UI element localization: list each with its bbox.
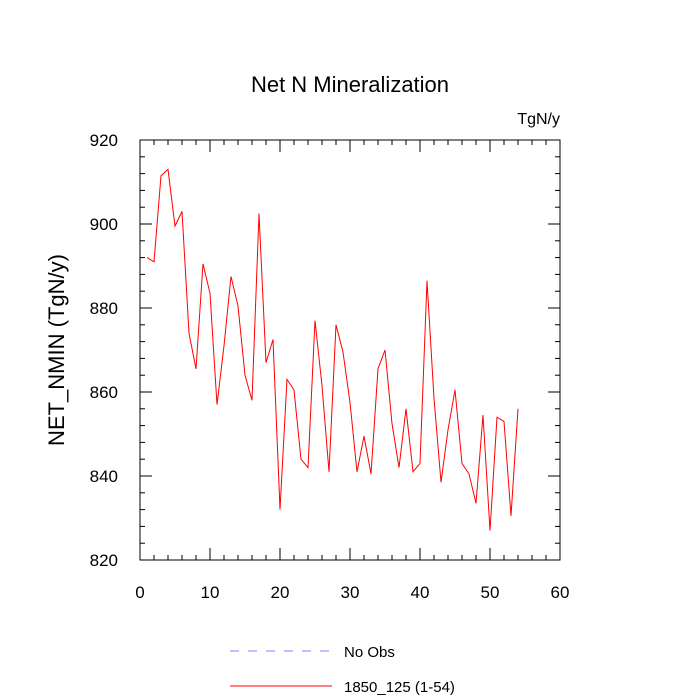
y-tick-label: 840 — [90, 467, 118, 486]
legend: No Obs 1850_125 (1-54) — [230, 644, 455, 696]
x-tick-label: 10 — [201, 583, 220, 602]
plot-frame — [139, 139, 561, 561]
x-tick-label: 50 — [481, 583, 500, 602]
x-tick-label: 60 — [551, 583, 570, 602]
y-tick-label: 880 — [90, 299, 118, 318]
y-tick-label: 900 — [90, 215, 118, 234]
legend-label-no-obs: No Obs — [344, 644, 395, 661]
chart-title: Net N Mineralization — [251, 72, 449, 97]
y-axis-label: NET_NMIN (TgN/y) — [44, 254, 69, 446]
x-tick-label: 40 — [411, 583, 430, 602]
units-label: TgN/y — [517, 111, 560, 128]
x-tick-label: 0 — [135, 583, 144, 602]
x-tick-label: 20 — [271, 583, 290, 602]
series-line-1 — [146, 168, 519, 531]
x-tick-label: 30 — [341, 583, 360, 602]
legend-label-1850-125: 1850_125 (1-54) — [344, 679, 455, 696]
y-tick-label: 860 — [90, 383, 118, 402]
y-tick-label: 820 — [90, 551, 118, 570]
plot-area — [146, 168, 519, 531]
y-tick-label: 920 — [90, 131, 118, 150]
axes: 0 10 20 30 40 50 60 820 840 860 880 900 920 — [90, 131, 570, 602]
